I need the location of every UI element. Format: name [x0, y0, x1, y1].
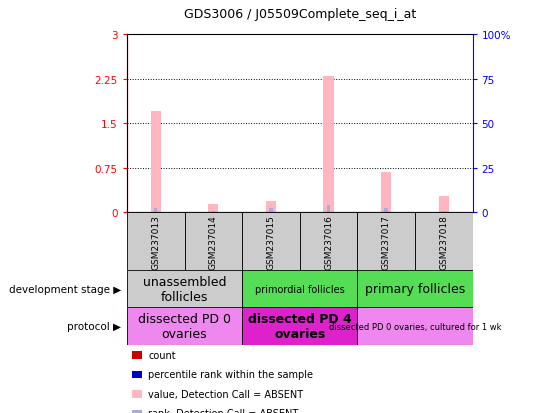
- Text: GSM237015: GSM237015: [266, 214, 275, 269]
- Text: GSM237016: GSM237016: [324, 214, 333, 269]
- Text: value, Detection Call = ABSENT: value, Detection Call = ABSENT: [148, 389, 303, 399]
- Text: primary follicles: primary follicles: [365, 282, 465, 296]
- Bar: [269, 209, 273, 213]
- Bar: [242, 271, 357, 308]
- Text: GSM237017: GSM237017: [382, 214, 390, 269]
- Bar: [242, 213, 300, 271]
- Bar: [357, 213, 415, 271]
- Bar: [327, 206, 330, 213]
- Bar: [415, 213, 472, 271]
- Bar: [323, 76, 334, 213]
- Text: protocol ▶: protocol ▶: [68, 321, 122, 331]
- Text: dissected PD 4
ovaries: dissected PD 4 ovaries: [248, 312, 352, 340]
- Bar: [266, 202, 276, 213]
- Bar: [381, 173, 392, 213]
- Bar: [127, 213, 185, 271]
- Text: GSM237014: GSM237014: [209, 214, 218, 269]
- Bar: [151, 112, 161, 213]
- Bar: [242, 308, 357, 345]
- Text: unassembled
follicles: unassembled follicles: [143, 275, 226, 303]
- Bar: [127, 308, 242, 345]
- Text: rank, Detection Call = ABSENT: rank, Detection Call = ABSENT: [148, 408, 299, 413]
- Bar: [357, 271, 472, 308]
- Text: development stage ▶: development stage ▶: [9, 284, 122, 294]
- Bar: [185, 213, 242, 271]
- Bar: [442, 211, 446, 213]
- Text: dissected PD 0
ovaries: dissected PD 0 ovaries: [138, 312, 231, 340]
- Bar: [438, 196, 449, 213]
- Text: GSM237013: GSM237013: [151, 214, 160, 269]
- Text: dissected PD 0 ovaries, cultured for 1 wk: dissected PD 0 ovaries, cultured for 1 w…: [329, 322, 501, 331]
- Text: primordial follicles: primordial follicles: [255, 284, 345, 294]
- Bar: [208, 205, 219, 213]
- Bar: [154, 209, 158, 213]
- Text: percentile rank within the sample: percentile rank within the sample: [148, 370, 314, 380]
- Text: GDS3006 / J05509Complete_seq_i_at: GDS3006 / J05509Complete_seq_i_at: [184, 8, 416, 21]
- Bar: [212, 212, 215, 213]
- Bar: [357, 308, 472, 345]
- Bar: [127, 271, 242, 308]
- Bar: [300, 213, 357, 271]
- Text: count: count: [148, 350, 176, 360]
- Bar: [384, 209, 388, 213]
- Text: GSM237018: GSM237018: [439, 214, 448, 269]
